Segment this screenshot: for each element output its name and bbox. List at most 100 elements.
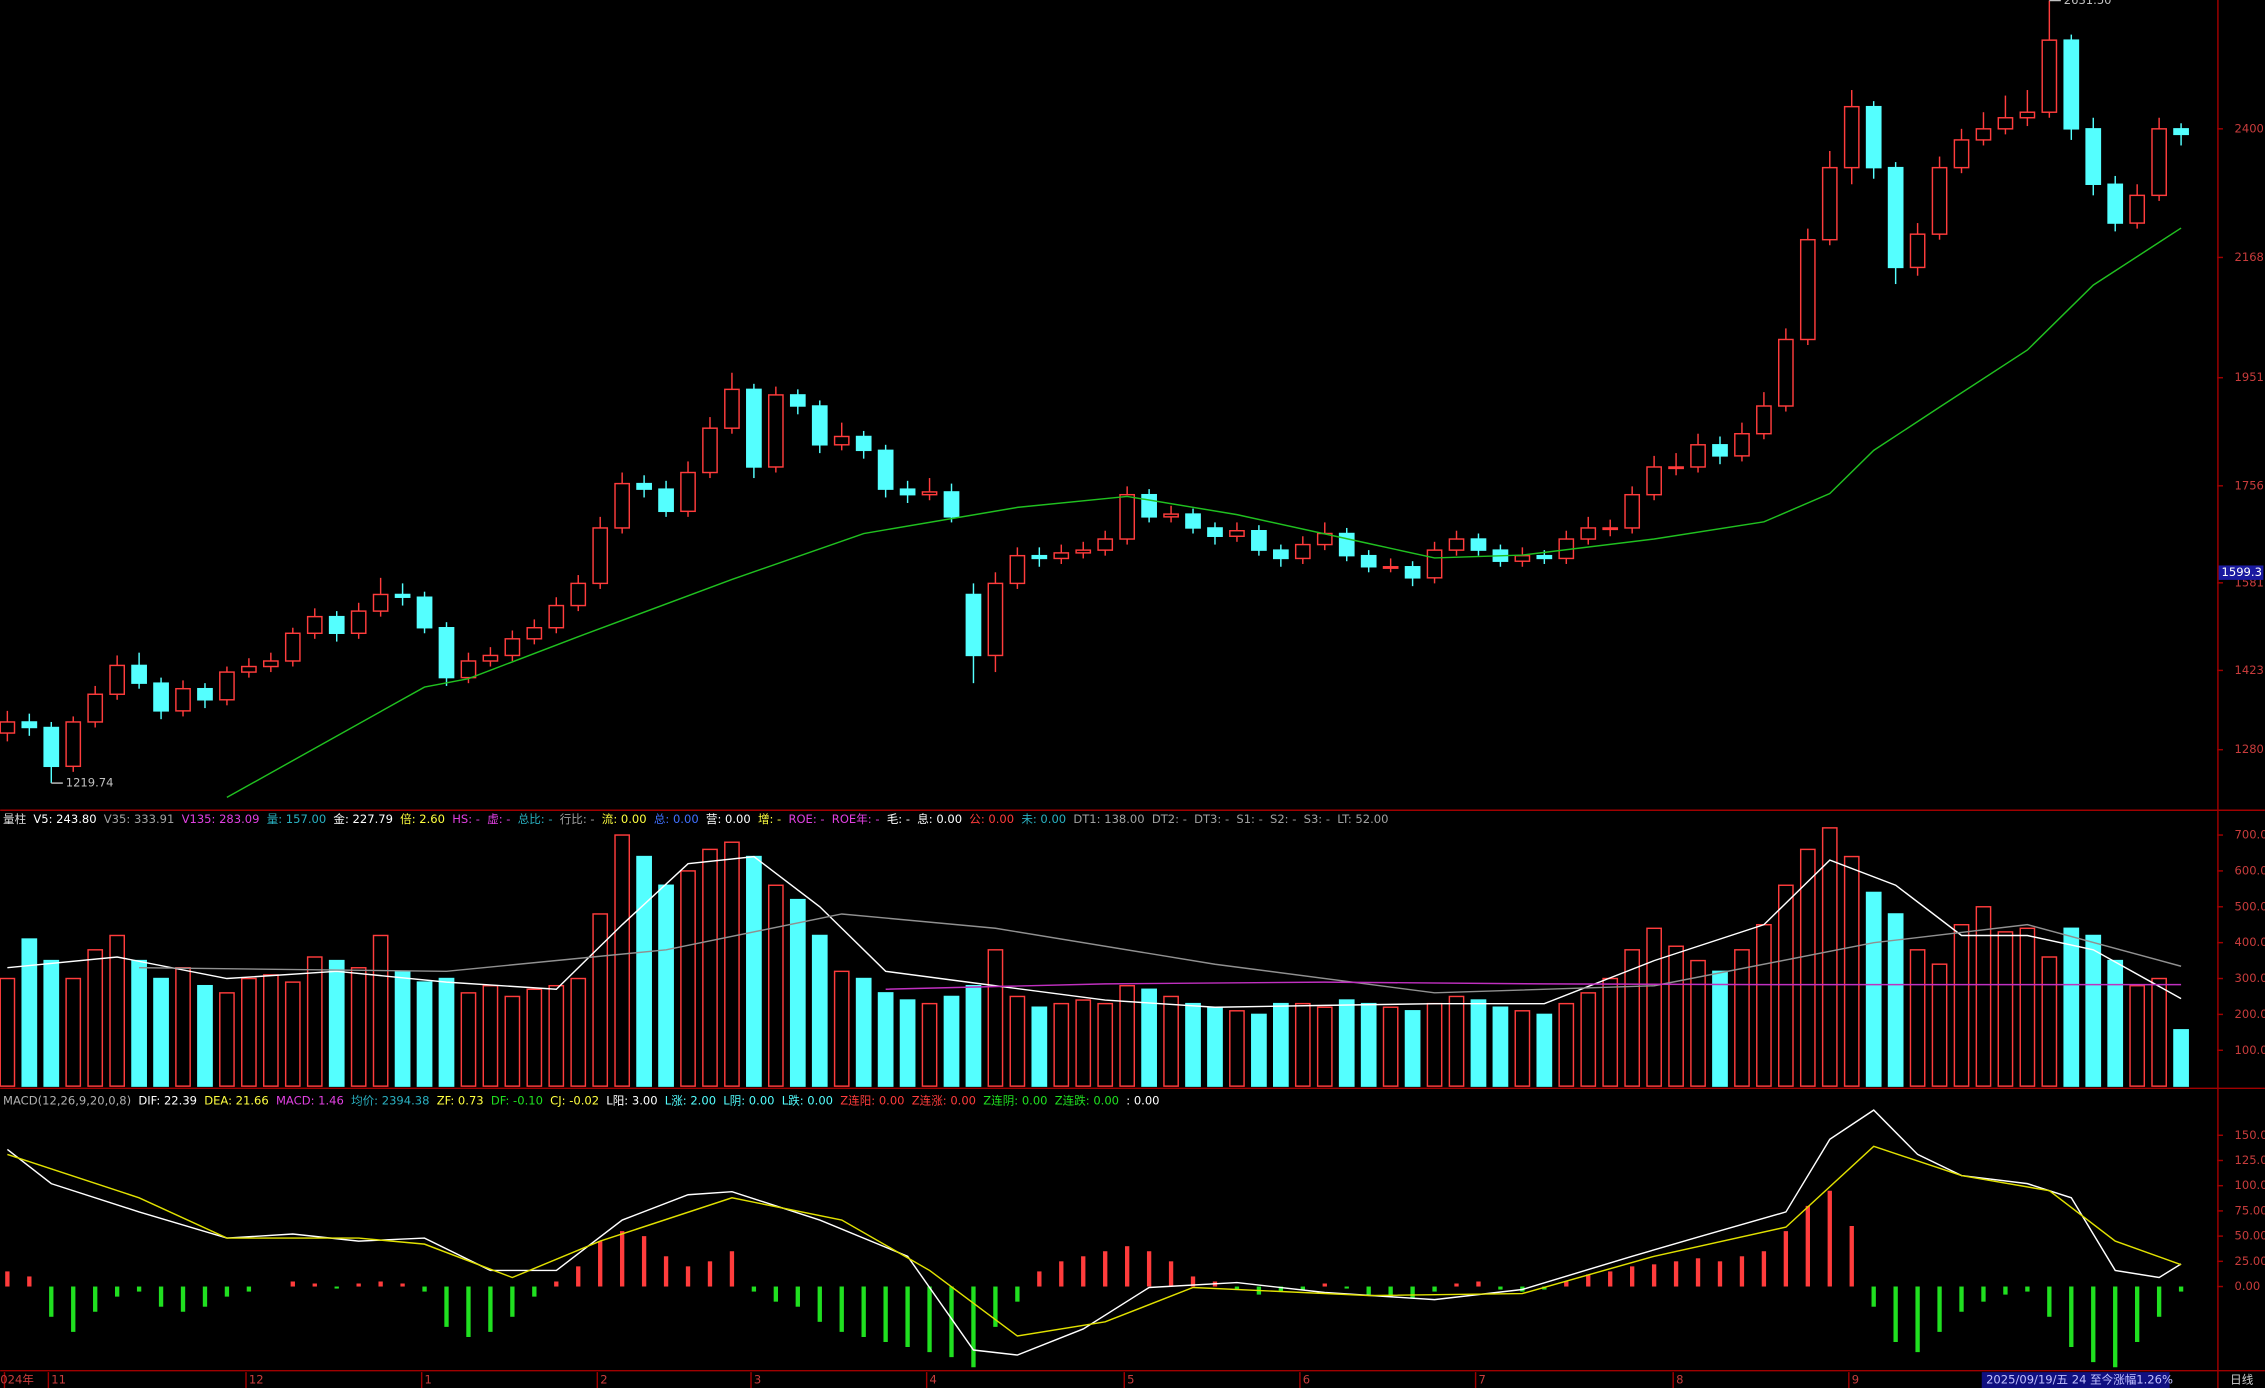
indicator-value: V35: 333.91	[104, 811, 175, 825]
indicator-value: 量柱	[3, 811, 27, 825]
volume-bar	[2129, 984, 2146, 1087]
volume-bar	[1075, 999, 1092, 1087]
x-tick-label: 12	[249, 1373, 264, 1387]
candle-body	[1207, 527, 1223, 537]
x-tick-label: 3	[754, 1373, 761, 1387]
x-tick-label: 9	[1852, 1373, 1859, 1387]
volume-bar	[350, 967, 367, 1087]
candle-body	[746, 388, 762, 468]
candle-body	[372, 593, 389, 612]
candle-body	[2151, 128, 2167, 197]
volume-bar	[1163, 995, 1179, 1087]
candle-body	[1426, 549, 1443, 579]
candle-body	[1031, 554, 1048, 560]
volume-bar	[372, 934, 389, 1087]
indicator-value: 行比: -	[560, 811, 595, 825]
volume-bar	[1404, 1010, 1421, 1087]
x-tick-label: 8	[1676, 1373, 1683, 1387]
volume-bar	[328, 959, 345, 1087]
candle-body	[284, 632, 301, 662]
volume-bar	[2041, 956, 2058, 1087]
candle-body	[416, 596, 433, 629]
indicator-value: 虚: -	[487, 811, 510, 825]
y-tick-label: 400.00	[2235, 935, 2265, 949]
candle-body	[1251, 529, 1267, 551]
indicator-value: Z连阴: 0.00	[983, 1093, 1047, 1107]
volume-bar	[219, 992, 235, 1087]
candle-body	[460, 660, 477, 679]
indicator-value: 倍: 2.60	[400, 811, 445, 825]
indicator-value: 总比: -	[518, 811, 553, 825]
candle-body	[175, 687, 191, 712]
candle-body	[1075, 549, 1092, 554]
x-tick-label: 2	[600, 1373, 607, 1387]
volume-bar	[855, 977, 872, 1087]
y-tick-label: 0.00	[2235, 1279, 2261, 1293]
indicator-value: 金: 227.79	[333, 811, 393, 825]
candle-body	[1865, 105, 1882, 169]
volume-bar	[87, 949, 104, 1087]
candle-body	[1514, 554, 1531, 562]
volume-bar	[43, 959, 60, 1087]
volume-bar	[460, 992, 477, 1087]
volume-bar	[724, 841, 740, 1087]
indicator-line	[226, 227, 2182, 799]
candle-body	[306, 615, 323, 634]
candle-body	[1712, 444, 1728, 457]
x-tick-label: 5	[1127, 1373, 1134, 1387]
candle-body	[1931, 166, 1948, 235]
volume-bar	[658, 884, 674, 1087]
volume-bar	[131, 959, 147, 1087]
candle-body	[658, 488, 674, 513]
volume-bar	[1251, 1013, 1267, 1087]
volume-bar	[2019, 927, 2036, 1087]
candle-body	[197, 687, 213, 701]
candle-body	[1229, 529, 1245, 537]
candle-body	[1734, 432, 1750, 457]
indicator-line	[7, 855, 2182, 1008]
volume-bar	[833, 970, 850, 1087]
period-label: 日线	[2230, 1373, 2254, 1387]
volume-bar	[2063, 927, 2080, 1087]
y-tick-label: 100.00	[2235, 1043, 2265, 1057]
volume-bar	[2173, 1029, 2189, 1087]
candle-body	[1053, 552, 1070, 560]
price-marker-box	[2218, 565, 2264, 580]
candle-body	[1602, 527, 1619, 531]
indicator-value: V135: 283.09	[182, 811, 260, 825]
indicator-value: MACD(12,26,9,20,0,8)	[3, 1093, 131, 1107]
indicator-header: MACD(12,26,9,20,0,8) DIF: 22.39 DEA: 21.66…	[3, 1093, 1160, 1107]
volume-bar	[1887, 913, 1904, 1087]
candle-body	[241, 665, 257, 673]
volume-bar	[1382, 1006, 1399, 1087]
indicator-value: DT1: 138.00	[1073, 811, 1144, 825]
candle-body	[2107, 183, 2124, 224]
candle-body	[592, 527, 609, 585]
indicator-value: DT3: -	[1194, 811, 1229, 825]
candle-body	[394, 593, 411, 598]
volume-bar	[811, 934, 828, 1087]
candle-body	[131, 664, 147, 684]
candle-body	[1909, 233, 1926, 269]
x-tick-label: 6	[1303, 1373, 1310, 1387]
volume-bar	[262, 974, 279, 1087]
volume-bar	[526, 988, 543, 1087]
candle-body	[21, 721, 38, 729]
volume-bar	[175, 967, 191, 1087]
candle-body	[987, 582, 1004, 657]
candle-body	[2085, 128, 2102, 185]
volume-bar	[394, 970, 411, 1087]
candle-body	[899, 488, 916, 496]
indicator-value: V5: 243.80	[33, 811, 96, 825]
volume-bar	[636, 855, 652, 1087]
candle-body	[1382, 566, 1399, 569]
x-tick-label: 7	[1478, 1373, 1485, 1387]
candle-body	[1953, 139, 1970, 169]
indicator-value: L跌: 0.00	[782, 1093, 833, 1107]
volume-bar	[1229, 1010, 1245, 1087]
x-tick-label: 2024年	[0, 1373, 34, 1387]
volume-bar	[987, 949, 1004, 1087]
volume-bar	[592, 913, 609, 1087]
volume-bar	[2151, 977, 2167, 1087]
